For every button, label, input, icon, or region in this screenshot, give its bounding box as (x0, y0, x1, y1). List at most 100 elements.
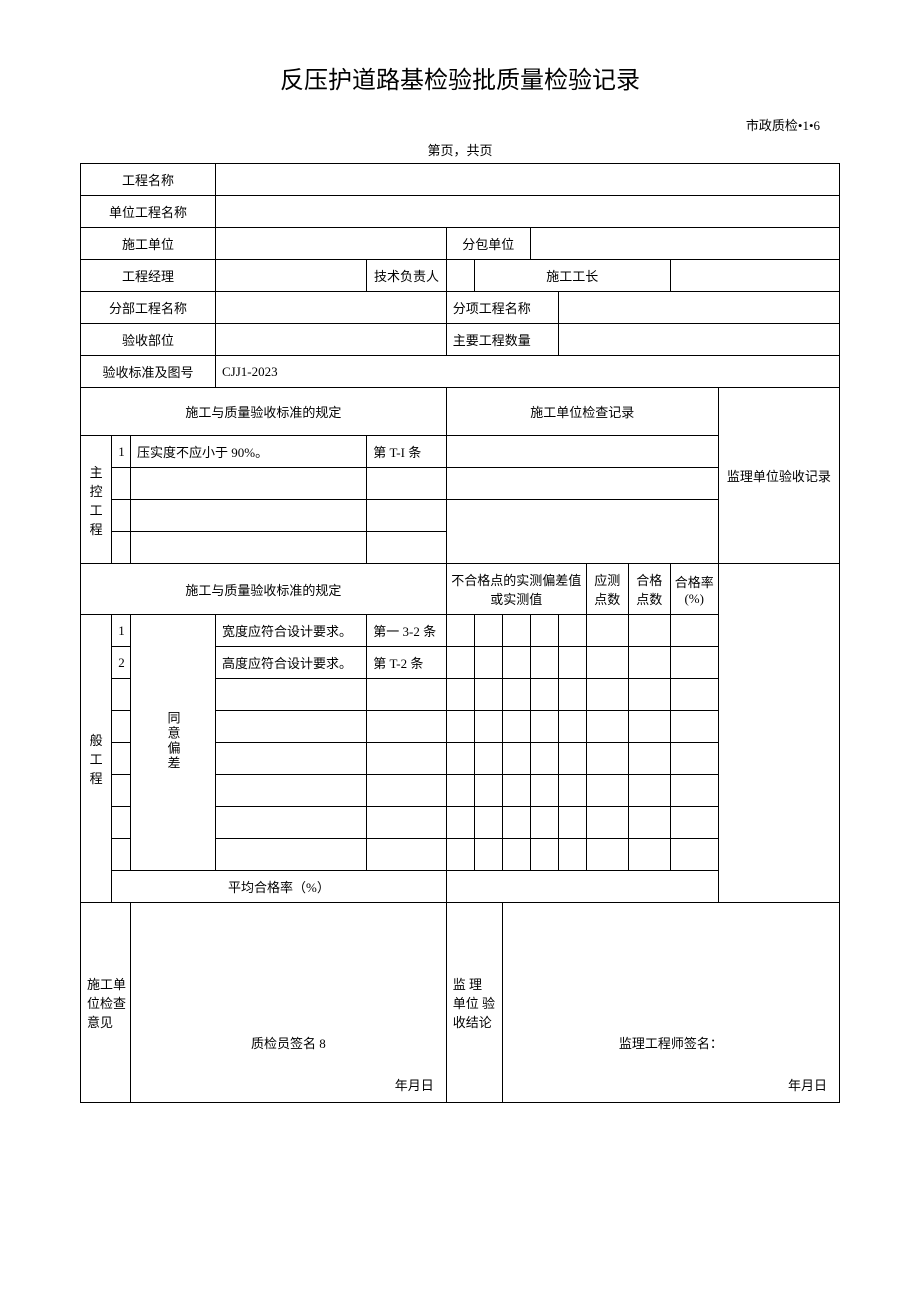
empty-cell (446, 647, 474, 679)
general-clause-2: 第 T-2 条 (367, 647, 446, 679)
empty-cell (112, 679, 131, 711)
date-label-left: 年月日 (395, 1075, 434, 1094)
deviation-label: 不合格点的实测偏差值或实测值 (446, 564, 586, 615)
empty-cell (446, 679, 474, 711)
empty-cell (112, 775, 131, 807)
empty-cell (670, 711, 718, 743)
table-row: 工程经理 技术负责人 施工工长 (81, 260, 840, 292)
table-row: 验收标准及图号 CJJ1-2023 (81, 356, 840, 388)
general-desc-2: 高度应符合设计要求。 (216, 647, 367, 679)
empty-cell (530, 711, 558, 743)
empty-cell (216, 711, 367, 743)
empty-cell (586, 711, 628, 743)
empty-cell (558, 839, 586, 871)
empty-cell (112, 500, 131, 532)
empty-cell (112, 711, 131, 743)
empty-cell (502, 711, 530, 743)
main-control-desc-1: 压实度不应小于 90%。 (131, 436, 367, 468)
empty-cell (670, 775, 718, 807)
empty-cell (474, 711, 502, 743)
empty-cell (474, 615, 502, 647)
itemized-project-label: 分项工程名称 (446, 292, 558, 324)
empty-cell (530, 743, 558, 775)
empty-cell (586, 679, 628, 711)
empty-cell (628, 615, 670, 647)
empty-cell (474, 743, 502, 775)
construction-unit-label: 施工单位 (81, 228, 216, 260)
empty-cell (131, 532, 367, 564)
standard-dwg-label: 验收标准及图号 (81, 356, 216, 388)
empty-cell (367, 532, 446, 564)
tolerance-label: 同意偏差 (131, 615, 216, 871)
should-measure-label: 应测点数 (586, 564, 628, 615)
empty-cell (131, 468, 367, 500)
table-row: 施工单位 分包单位 (81, 228, 840, 260)
empty-cell (367, 500, 446, 532)
empty-cell (530, 775, 558, 807)
empty-cell (558, 615, 586, 647)
empty-cell (367, 807, 446, 839)
itemized-project-value (558, 292, 839, 324)
project-name-value (216, 164, 840, 196)
general-idx-2: 2 (112, 647, 131, 679)
empty-cell (502, 775, 530, 807)
empty-cell (112, 743, 131, 775)
empty-cell (586, 615, 628, 647)
project-manager-value (216, 260, 367, 292)
empty-cell (530, 679, 558, 711)
empty-cell (628, 807, 670, 839)
empty-cell (216, 743, 367, 775)
empty-cell (446, 839, 474, 871)
empty-cell (446, 743, 474, 775)
empty-cell (367, 839, 446, 871)
empty-cell (558, 807, 586, 839)
pass-points-label: 合格点数 (628, 564, 670, 615)
empty-cell (474, 679, 502, 711)
table-row: 施工单位检查意见 质检员签名 8 年月日 监 理 单位 验 收结论 监理工程师签… (81, 903, 840, 1103)
acceptance-part-value (216, 324, 447, 356)
unit-opinion-label: 施工单位检查意见 (81, 903, 131, 1103)
table-row: 施工与质量验收标准的规定 施工单位检查记录 监理单位验收记录 (81, 388, 840, 436)
empty-cell (446, 500, 718, 564)
empty-cell (586, 839, 628, 871)
main-control-check-1 (446, 436, 718, 468)
empty-cell (367, 775, 446, 807)
empty-cell (558, 743, 586, 775)
date-label-right: 年月日 (788, 1075, 827, 1094)
empty-cell (446, 615, 474, 647)
foreman-label: 施工工长 (474, 260, 670, 292)
supervisor-conclusion-label: 监 理 单位 验 收结论 (446, 903, 502, 1103)
empty-cell (367, 468, 446, 500)
standard-dwg-value: CJJ1-2023 (216, 356, 840, 388)
empty-cell (112, 839, 131, 871)
empty-cell (628, 775, 670, 807)
empty-cell (216, 679, 367, 711)
empty-cell (367, 679, 446, 711)
main-table: 工程名称 单位工程名称 施工单位 分包单位 工程经理 技术负责人 施工工长 分部… (80, 163, 840, 1103)
empty-cell (670, 807, 718, 839)
empty-cell (670, 839, 718, 871)
main-control-clause-1: 第 T-I 条 (367, 436, 446, 468)
empty-cell (586, 647, 628, 679)
empty-cell (502, 647, 530, 679)
empty-cell (367, 711, 446, 743)
tech-lead-label: 技术负责人 (367, 260, 446, 292)
avg-pass-label: 平均合格率（%） (112, 871, 446, 903)
document-code: 市政质检•1•6 (80, 115, 840, 134)
empty-cell (628, 711, 670, 743)
empty-cell (670, 679, 718, 711)
empty-cell (586, 807, 628, 839)
empty-cell (530, 807, 558, 839)
tech-lead-value (446, 260, 474, 292)
empty-cell (216, 807, 367, 839)
division-project-label: 分部工程名称 (81, 292, 216, 324)
empty-cell (502, 807, 530, 839)
empty-cell (628, 647, 670, 679)
empty-cell (530, 647, 558, 679)
empty-cell (446, 775, 474, 807)
main-control-label: 主 控工程 (81, 436, 112, 564)
unit-check-label: 施工单位检查记录 (446, 388, 718, 436)
empty-cell (446, 711, 474, 743)
empty-cell (558, 647, 586, 679)
spec-label: 施工与质量验收标准的规定 (81, 388, 447, 436)
